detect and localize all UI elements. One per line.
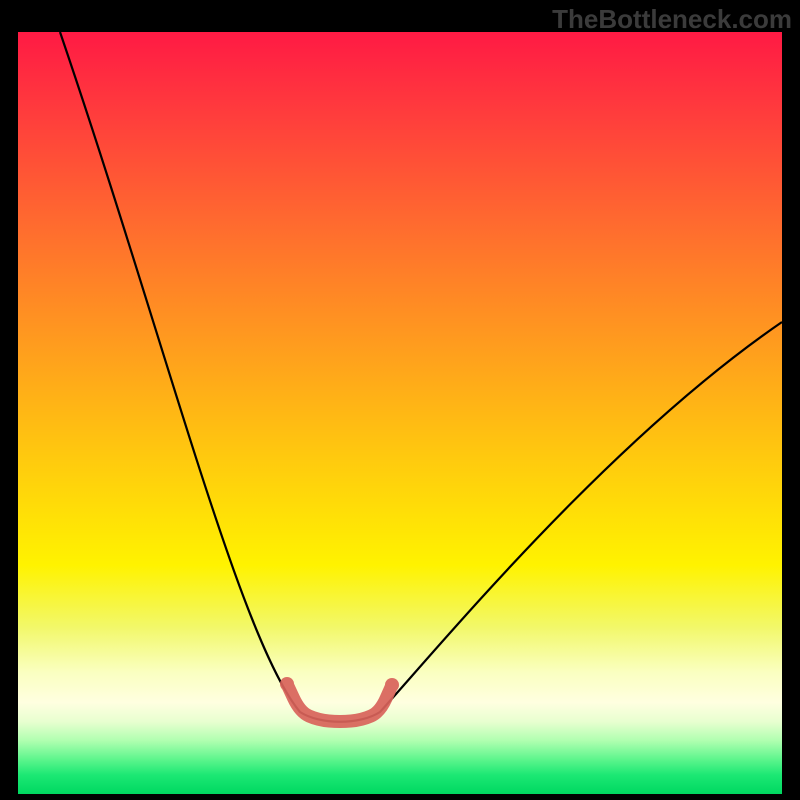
trough-end-dot <box>280 677 294 691</box>
chart-canvas: TheBottleneck.com <box>0 0 800 800</box>
chart-svg <box>0 0 800 800</box>
trough-end-dot <box>385 678 399 692</box>
watermark-text: TheBottleneck.com <box>552 4 792 35</box>
